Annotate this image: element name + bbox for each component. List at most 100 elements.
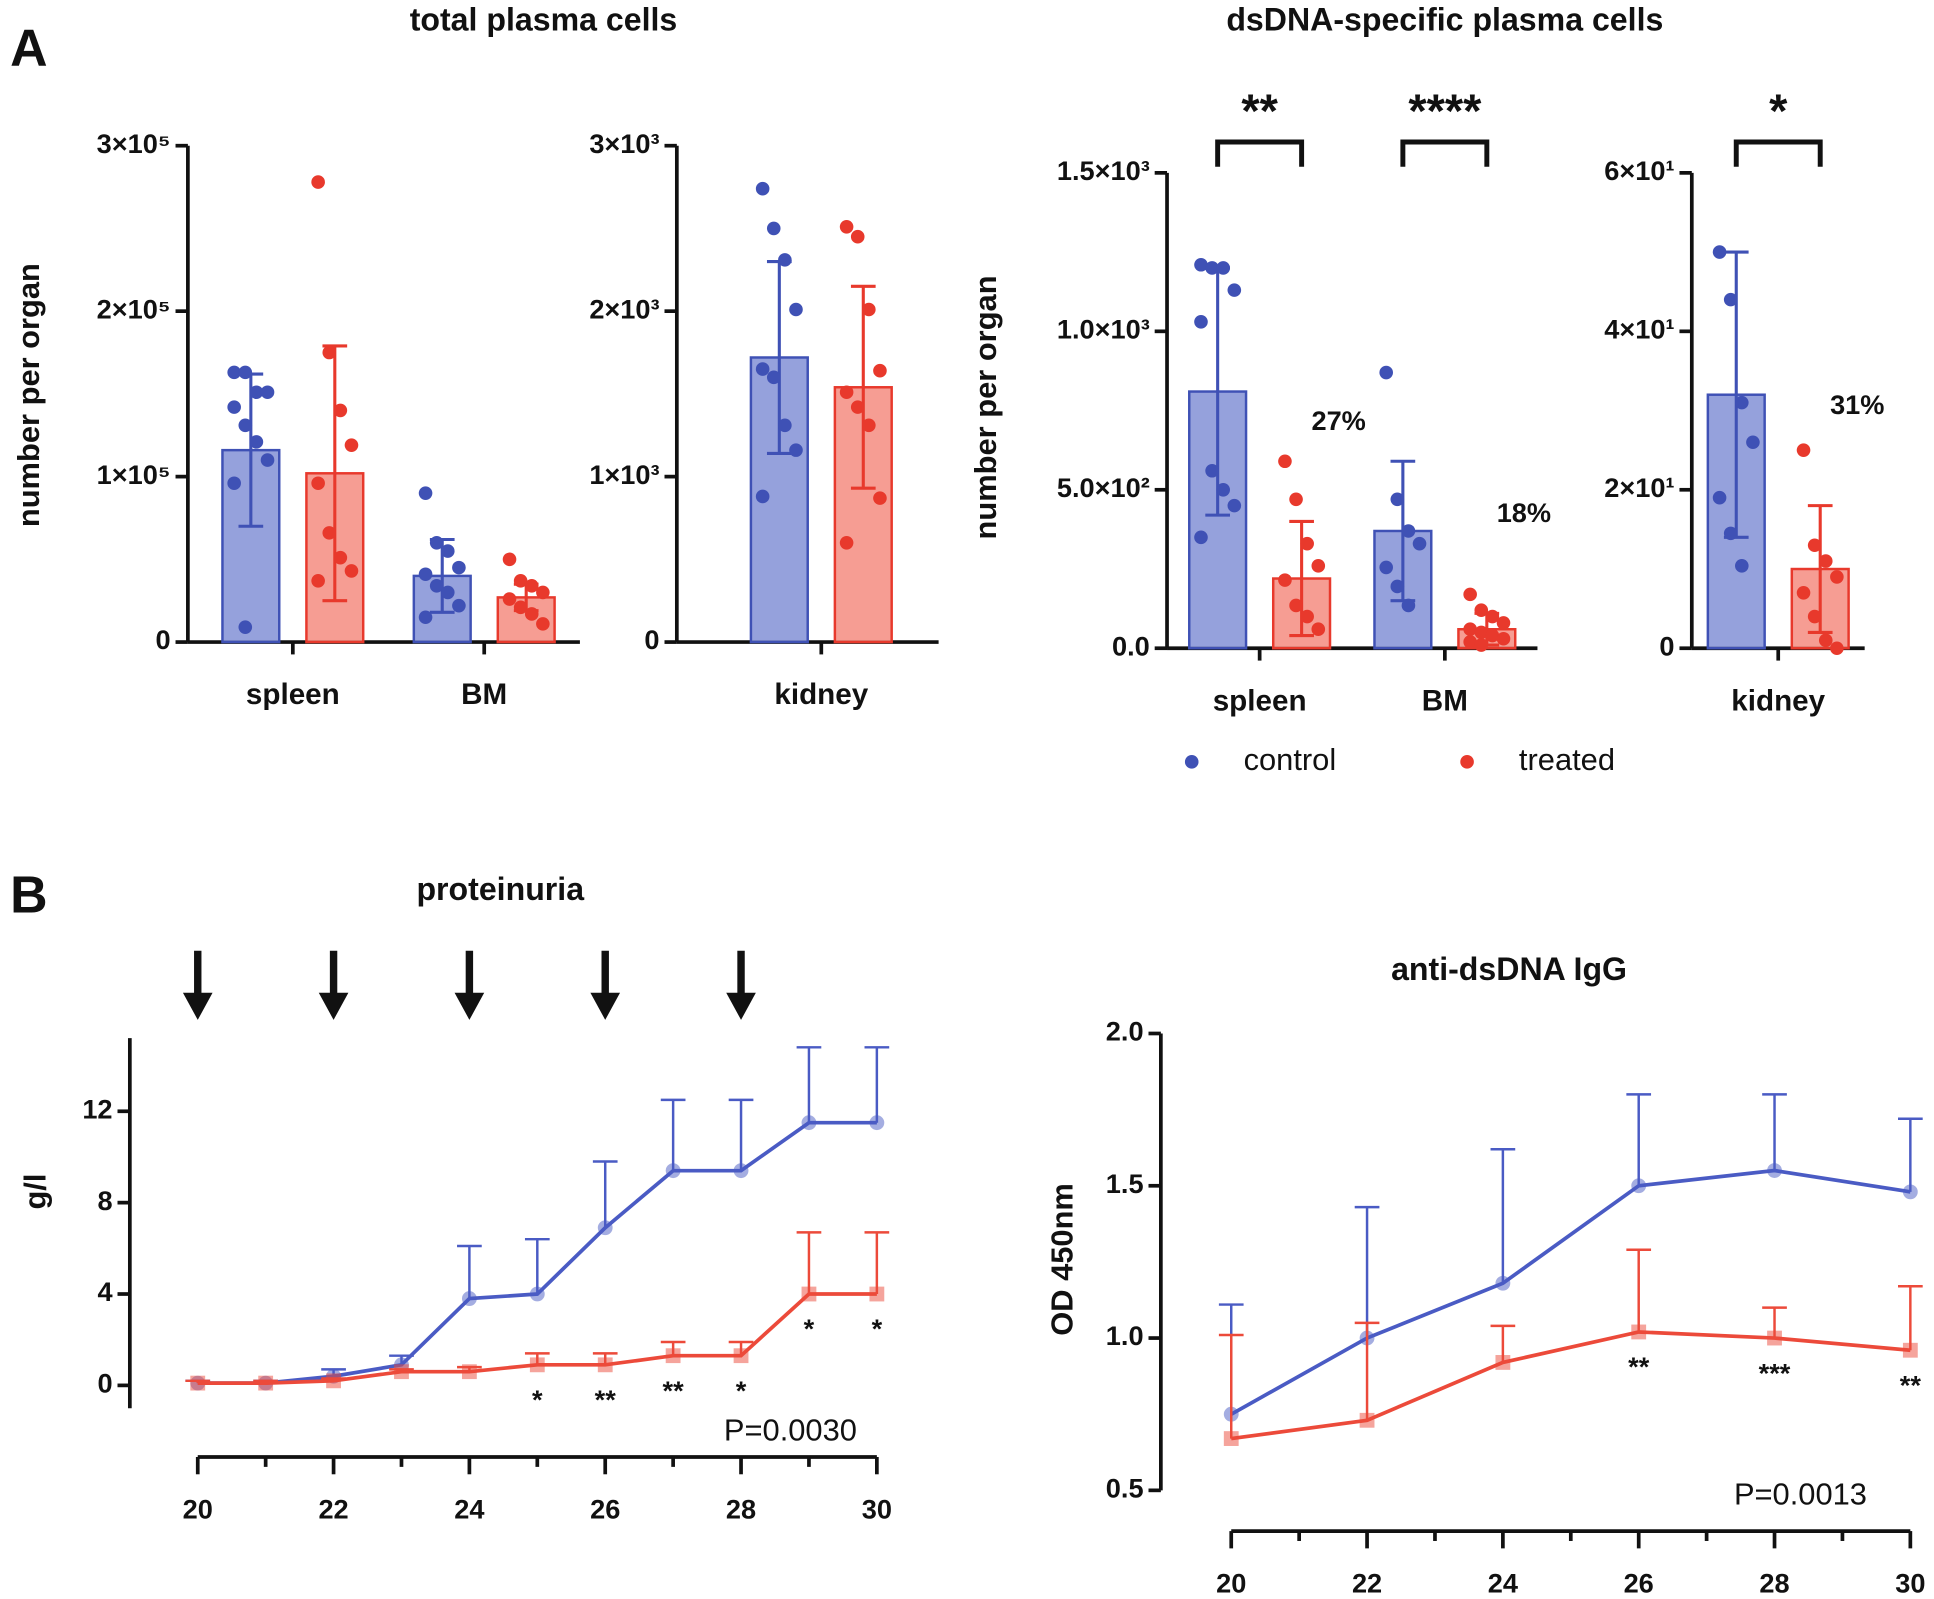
error-bar (1490, 1147, 1516, 1284)
x-tick-label: 26 (590, 1494, 620, 1525)
data-point (1401, 598, 1416, 613)
data-point (839, 536, 854, 550)
data-point (1463, 635, 1477, 649)
data-point (1746, 435, 1760, 450)
data-point (1205, 463, 1219, 478)
x-tick-label: 24 (1488, 1568, 1518, 1599)
significance-bracket (1733, 139, 1823, 167)
marker (869, 1286, 885, 1302)
data-point (1796, 443, 1811, 457)
data-point (1412, 536, 1427, 551)
y-axis-label: g/l (17, 1174, 52, 1210)
error-bar (850, 284, 876, 490)
error-bar (796, 1231, 822, 1295)
data-point (1300, 536, 1314, 551)
y-tick-label: 4×10¹ (1604, 313, 1674, 344)
x-tick-label: spleen (1213, 684, 1307, 717)
error-bar (1626, 1248, 1652, 1332)
data-point (238, 418, 253, 433)
y-axis-label: number per organ (11, 263, 46, 527)
data-point (1474, 603, 1489, 618)
error-bar (457, 1244, 482, 1299)
marker (326, 1373, 341, 1389)
marker (665, 1163, 681, 1179)
data-point (1390, 579, 1405, 594)
y-tick-label: 0 (1659, 630, 1674, 661)
significance-bracket (1215, 139, 1305, 167)
error-bar (1354, 1321, 1380, 1421)
data-point (333, 403, 348, 418)
data-point (1485, 628, 1500, 643)
data-point (755, 489, 770, 504)
data-point (227, 400, 241, 414)
x-tick-label: 20 (183, 1494, 213, 1525)
data-point (1807, 609, 1822, 624)
error-bar (1354, 1205, 1380, 1339)
data-point (311, 476, 325, 491)
x-tick-label: 22 (1352, 1568, 1382, 1599)
error-bar (660, 1098, 686, 1171)
error-bar (864, 1231, 890, 1295)
data-point (1194, 257, 1208, 272)
significance-label: ** (1628, 1351, 1650, 1382)
arrow (590, 950, 621, 1020)
error-bar (1898, 1117, 1923, 1192)
y-tick-label: 2×10³ (589, 293, 659, 324)
x-tick-label: kidney (774, 678, 868, 711)
p-value: P=0.0030 (724, 1412, 857, 1447)
data-point (766, 221, 781, 236)
data-point (1289, 492, 1303, 507)
data-point (778, 253, 792, 267)
data-point (1735, 395, 1749, 410)
y-tick-label: 0.0 (1112, 630, 1150, 661)
data-point (862, 418, 876, 433)
data-point (850, 400, 865, 414)
line (1230, 1168, 1911, 1416)
legend-marker (1460, 755, 1474, 769)
data-point (839, 219, 854, 234)
x-tick-label: 30 (1895, 1568, 1925, 1599)
x-tick-label: BM (1422, 684, 1468, 717)
data-point (1205, 261, 1219, 275)
y-tick-label: 1.5×10³ (1057, 155, 1150, 186)
data-point (502, 592, 517, 606)
x-tick-label: 26 (1624, 1568, 1654, 1599)
data-point (1485, 609, 1500, 624)
significance-label: ** (595, 1384, 617, 1415)
marker (869, 1115, 885, 1131)
significance-label: *** (1759, 1357, 1791, 1388)
data-point (227, 365, 241, 380)
marker (733, 1163, 749, 1179)
percent-label: 18% (1497, 497, 1551, 528)
error-bar (864, 1046, 890, 1123)
data-point (344, 564, 359, 578)
percent-label: 31% (1830, 389, 1884, 420)
data-point (440, 544, 455, 558)
data-point (850, 229, 865, 244)
data-point (502, 552, 517, 567)
significance-label: * (532, 1384, 543, 1415)
data-point (1194, 315, 1208, 329)
data-point (1300, 609, 1314, 624)
data-point (440, 585, 455, 600)
data-point (418, 567, 433, 582)
arrow (318, 950, 349, 1020)
marker (461, 1291, 477, 1306)
data-point (322, 526, 337, 540)
chart-title: dsDNA-specific plasma cells (1226, 2, 1663, 38)
marker (461, 1364, 477, 1380)
y-tick-label: 5.0×10² (1057, 472, 1150, 503)
legend-marker (1184, 755, 1199, 769)
y-tick-label: 1.0×10³ (1057, 313, 1150, 344)
data-point (1463, 622, 1477, 637)
data-point (1216, 482, 1231, 497)
y-tick-label: 12 (82, 1093, 112, 1124)
data-point (1818, 554, 1833, 568)
data-point (1227, 498, 1242, 513)
data-point (333, 550, 348, 565)
data-point (249, 385, 264, 400)
data-point (1311, 622, 1326, 637)
data-point (1712, 245, 1727, 259)
y-tick-label: 0 (155, 624, 170, 655)
y-tick-label: 2.0 (1106, 1016, 1144, 1047)
